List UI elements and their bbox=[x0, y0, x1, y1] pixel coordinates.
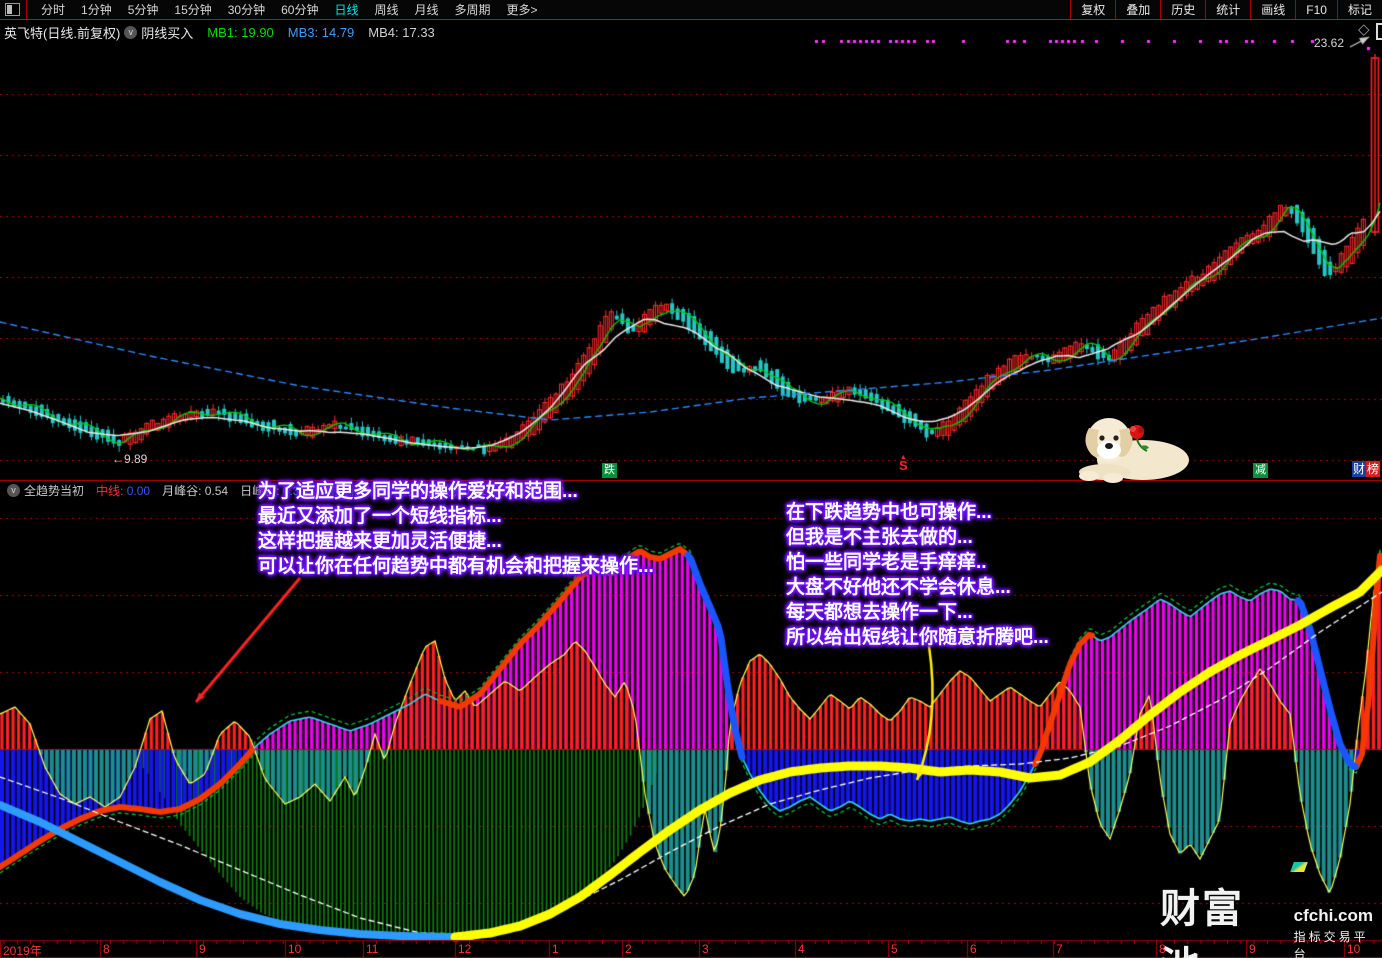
last-price-label: 23.62 bbox=[1314, 36, 1345, 50]
menu-item-10[interactable]: 更多> bbox=[506, 3, 538, 17]
annotation-right: 在下跌趋势中也可操作... 但我是不主张去做的... 怕一些同学老是手痒痒.. 大盘不… bbox=[786, 500, 1049, 650]
puppy-image bbox=[1079, 418, 1189, 483]
indicator-field-2: 日峰谷: 0.31 bbox=[240, 484, 307, 498]
chart-title-row: 英飞特(日线.前复权) v 阴线买入 MB1: 19.90 MB3: 14.79 M… bbox=[4, 22, 435, 42]
toolbar-right-buttons: 复权 叠加 历史 统计 画线 F10 标记 bbox=[1070, 0, 1382, 19]
cai-bang-badge: 财榜 bbox=[1352, 461, 1381, 477]
indicator-field-0: 中线: 0.00 bbox=[96, 484, 151, 498]
annotation-line: 每天都想去操作一下... bbox=[786, 602, 973, 623]
axis-month-label: 9 bbox=[199, 942, 206, 956]
watermark-tagline: 指标交易平台 bbox=[1293, 930, 1369, 958]
axis-month-label: 10 bbox=[288, 942, 302, 956]
indicator-field-5: 走势线: 0.63 bbox=[498, 484, 565, 498]
annotation-line: 为了适应更多同学的操作爱好和范围... bbox=[258, 481, 578, 502]
annotation-left: 为了适应更多同学的操作爱好和范围... 最近又添加了一个短线指标... 这样把握越来… bbox=[258, 479, 654, 579]
axis-month-label: 9 bbox=[1249, 942, 1256, 956]
watermark-domain: cfchi.com bbox=[1293, 906, 1374, 925]
annotation-line: 最近又添加了一个短线指标... bbox=[258, 506, 502, 527]
axis-month-label: 1 bbox=[552, 942, 559, 956]
annotation-line: 怕一些同学老是手痒痒.. bbox=[786, 552, 987, 573]
menu-item-0[interactable]: 分时 bbox=[41, 3, 66, 17]
chevron-down-icon[interactable]: v bbox=[7, 484, 20, 497]
menu-item-6[interactable]: 日线 bbox=[334, 3, 359, 17]
date-axis[interactable]: 2019年 8 9 10 11 12 1 2 3 4 5 6 7 8 9 10 bbox=[0, 941, 1382, 958]
toolbar-button-统计[interactable]: 统计 bbox=[1205, 0, 1250, 19]
menu-item-3[interactable]: 15分钟 bbox=[174, 3, 212, 17]
menu-item-1[interactable]: 1分钟 bbox=[81, 3, 112, 17]
chevron-down-icon[interactable]: v bbox=[124, 25, 138, 39]
indicator-values: 中线: 0.00 月峰谷: 0.54 日峰谷: 0.31 日柱辅线: 0.22 大趋势线… bbox=[96, 482, 576, 499]
signal-name: 阴线买入 bbox=[141, 25, 194, 41]
watermark: 财富池 cfchi.com 指标交易平台 bbox=[1160, 876, 1382, 958]
toolbar-button-F10[interactable]: F10 bbox=[1295, 0, 1337, 19]
annotation-line: 这样把握越来更加灵活便捷... bbox=[258, 531, 502, 552]
toolbar-button-历史[interactable]: 历史 bbox=[1160, 0, 1205, 19]
axis-month-label: 4 bbox=[798, 942, 805, 956]
axis-month-label: 2 bbox=[625, 942, 632, 956]
menu-item-5[interactable]: 60分钟 bbox=[281, 3, 319, 17]
diamond-marker-icon: ◇ bbox=[1358, 21, 1370, 38]
axis-month-label: 11 bbox=[366, 942, 379, 956]
menu-item-4[interactable]: 30分钟 bbox=[227, 3, 266, 17]
axis-month-label: 5 bbox=[891, 942, 898, 956]
reduce-badge: 减 bbox=[1253, 463, 1268, 478]
period-menu: 分时 1分钟 5分钟 15分钟 30分钟 60分钟 日线 周线 月线 多周期 更多> bbox=[33, 1, 546, 18]
menu-item-8[interactable]: 月线 bbox=[414, 3, 439, 17]
window-split-icon[interactable] bbox=[5, 3, 20, 16]
toolbar-button-画线[interactable]: 画线 bbox=[1250, 0, 1295, 19]
axis-month-label: 8 bbox=[103, 942, 110, 956]
fall-badge: 跌 bbox=[602, 463, 617, 478]
sell-signal-marker: ▲ S bbox=[899, 454, 908, 473]
symbol-title: 英飞特(日线.前复权) bbox=[4, 25, 121, 41]
menu-item-2[interactable]: 5分钟 bbox=[127, 3, 159, 17]
axis-month-label: 10 bbox=[1347, 942, 1361, 956]
indicator-field-3: 日柱辅线: 0.22 bbox=[318, 484, 397, 498]
axis-month-label: 12 bbox=[458, 942, 472, 956]
annotation-line: 大盘不好他还不学会休息... bbox=[786, 577, 1011, 598]
annotation-line: 在下跌趋势中也可操作... bbox=[786, 502, 992, 523]
axis-month-label: 8 bbox=[1159, 942, 1166, 956]
annotation-line: 所以给出短线让你随意折腾吧... bbox=[786, 627, 1049, 648]
axis-month-label: 6 bbox=[970, 942, 977, 956]
axis-month-label: 3 bbox=[702, 942, 709, 956]
indicator-field-4: 大趋势线: 0.41 bbox=[408, 484, 487, 498]
axis-month-label: 7 bbox=[1056, 942, 1063, 956]
partial-marker-icon bbox=[1376, 23, 1382, 40]
ma-value-0: MB1: 19.90 bbox=[207, 24, 274, 40]
ma-value-1: MB3: 14.79 bbox=[287, 24, 355, 40]
indicator-field-1: 月峰谷: 0.54 bbox=[162, 484, 229, 498]
toolbar-divider bbox=[26, 0, 27, 19]
axis-month-label: 2019年 bbox=[3, 944, 42, 958]
period-toolbar: 分时 1分钟 5分钟 15分钟 30分钟 60分钟 日线 周线 月线 多周期 更多> 复权 叠加 历史统… bbox=[0, 0, 1382, 20]
annotation-line: 但我是不主张去做的... bbox=[786, 527, 973, 548]
indicator-header: v 全趋势当初 中线: 0.00 月峰谷: 0.54 日峰谷: 0.31 日柱辅线: … bbox=[3, 483, 576, 498]
indicator-name: 全趋势当初 bbox=[24, 484, 85, 498]
toolbar-button-标记[interactable]: 标记 bbox=[1336, 0, 1382, 19]
rose-icon bbox=[1130, 425, 1149, 452]
low-price-label: ←9.89 bbox=[112, 452, 148, 466]
toolbar-button-复权[interactable]: 复权 bbox=[1070, 0, 1115, 19]
ma-values: MB1: 19.90 MB3: 14.79 MB4: 17.33 bbox=[193, 25, 435, 40]
up-triangle-icon: ▲ bbox=[899, 454, 907, 461]
annotation-line: 可以让你在任何趋势中都有机会和把握来操作... bbox=[258, 556, 654, 577]
menu-item-9[interactable]: 多周期 bbox=[454, 3, 491, 17]
menu-item-7[interactable]: 周线 bbox=[374, 3, 399, 17]
ma-value-2: MB4: 17.33 bbox=[368, 24, 435, 40]
toolbar-button-叠加[interactable]: 叠加 bbox=[1115, 0, 1160, 19]
watermark-brand: 财富池 bbox=[1160, 887, 1244, 958]
